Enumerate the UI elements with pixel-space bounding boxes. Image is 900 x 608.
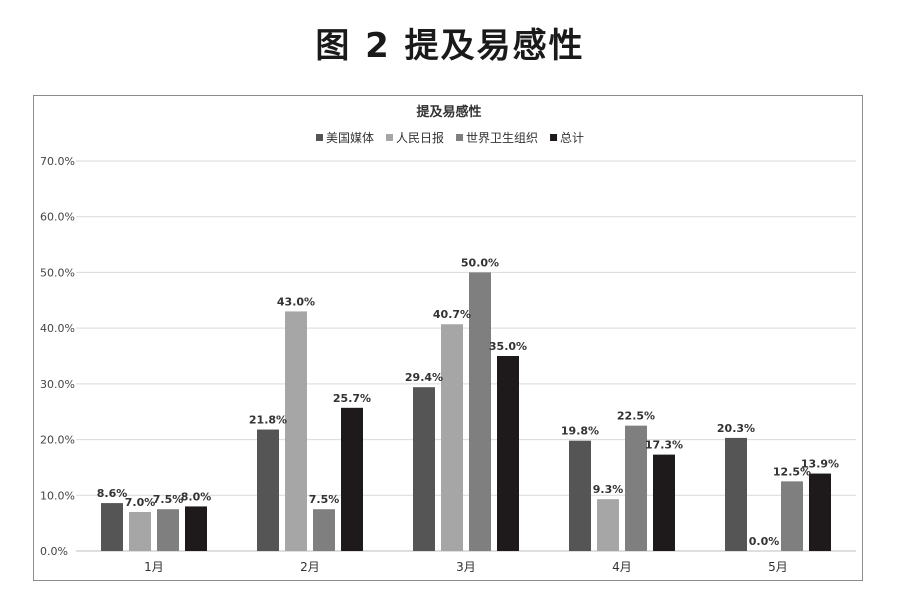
bar-3-0 [185, 506, 207, 551]
data-label-2-4: 12.5% [773, 465, 811, 478]
bar-0-1 [257, 429, 279, 551]
bar-2-1 [313, 509, 335, 551]
data-label-1-3: 9.3% [593, 483, 624, 496]
bar-0-4 [725, 437, 747, 551]
figure-caption: 图 2 提及易感性 [315, 26, 585, 66]
data-label-0-3: 19.8% [561, 425, 599, 438]
y-tick-label-7: 70.0% [40, 155, 75, 168]
x-tick-label-0: 1月 [144, 560, 164, 574]
y-tick-label-3: 30.0% [40, 378, 75, 391]
data-label-2-1: 7.5% [309, 493, 340, 506]
data-labels: 8.6%7.0%7.5%8.0%21.8%43.0%7.5%25.7%29.4%… [97, 256, 839, 548]
data-label-2-2: 50.0% [461, 256, 499, 269]
data-label-3-4: 13.9% [801, 458, 839, 471]
data-label-0-2: 29.4% [405, 371, 443, 384]
bar-0-2 [413, 387, 435, 551]
bar-3-3 [653, 454, 675, 551]
data-label-0-0: 8.6% [97, 487, 128, 500]
x-tick-label-3: 4月 [612, 560, 632, 574]
bar-0-3 [569, 440, 591, 551]
legend-swatch-0 [316, 134, 323, 141]
y-tick-label-4: 40.0% [40, 322, 75, 335]
bars [101, 272, 831, 551]
legend-swatch-1 [386, 134, 394, 141]
bar-3-4 [809, 473, 831, 551]
gridlines [76, 160, 856, 552]
legend-swatch-3 [550, 134, 558, 141]
data-label-1-0: 7.0% [125, 496, 156, 509]
bar-2-0 [157, 509, 179, 551]
legend-label-0: 美国媒体 [326, 131, 374, 145]
legend-label-1: 人民日报 [396, 130, 444, 145]
data-label-0-4: 20.3% [717, 422, 755, 435]
data-label-1-4: 0.0% [749, 535, 780, 548]
bar-1-2 [441, 324, 463, 551]
bar-2-3 [625, 425, 647, 551]
bar-1-3 [597, 499, 619, 551]
legend-label-3: 总计 [560, 131, 584, 145]
bar-3-2 [497, 356, 519, 551]
y-axis: 0.0% 10.0% 20.0% 30.0% 40.0% 50.0% 60.0% 70.0% [40, 155, 75, 558]
data-label-3-0: 8.0% [181, 490, 212, 503]
x-tick-label-2: 3月 [456, 560, 476, 574]
bar-2-2 [469, 272, 491, 551]
bar-1-1 [285, 311, 307, 551]
data-label-3-2: 35.0% [489, 340, 527, 353]
y-tick-label-5: 50.0% [40, 266, 75, 279]
data-label-2-3: 22.5% [617, 410, 655, 423]
legend: 美国媒体 人民日报 世界卫生组织 总计 [316, 130, 584, 145]
data-label-2-0: 7.5% [153, 493, 184, 506]
legend-swatch-2 [456, 134, 464, 141]
data-label-1-2: 40.7% [433, 308, 471, 321]
y-tick-label-6: 60.0% [40, 211, 75, 224]
y-tick-label-2: 20.0% [40, 434, 75, 447]
data-label-0-1: 21.8% [249, 414, 287, 427]
y-tick-label-1: 10.0% [40, 489, 75, 502]
bar-2-4 [781, 481, 803, 551]
data-label-1-1: 43.0% [277, 295, 315, 308]
x-tick-label-4: 5月 [768, 560, 788, 574]
bar-1-0 [129, 512, 151, 551]
bar-chart: 提及易感性 美国媒体 人民日报 世界卫生组织 总计 0.0% 10.0% 20.0% 30.… [40, 104, 856, 574]
chart-frame: 提及易感性 美国媒体 人民日报 世界卫生组织 总计 0.0% 10.0% 20.0% 30.… [33, 95, 863, 581]
bar-3-1 [341, 407, 363, 551]
legend-label-2: 世界卫生组织 [466, 131, 538, 145]
data-label-3-3: 17.3% [645, 439, 683, 452]
data-label-3-1: 25.7% [333, 392, 371, 405]
bar-0-0 [101, 503, 123, 551]
chart-title: 提及易感性 [416, 104, 481, 120]
x-axis: 1月 2月 3月 4月 5月 [144, 560, 788, 574]
y-tick-label-0: 0.0% [40, 545, 68, 558]
x-tick-label-1: 2月 [300, 560, 320, 574]
